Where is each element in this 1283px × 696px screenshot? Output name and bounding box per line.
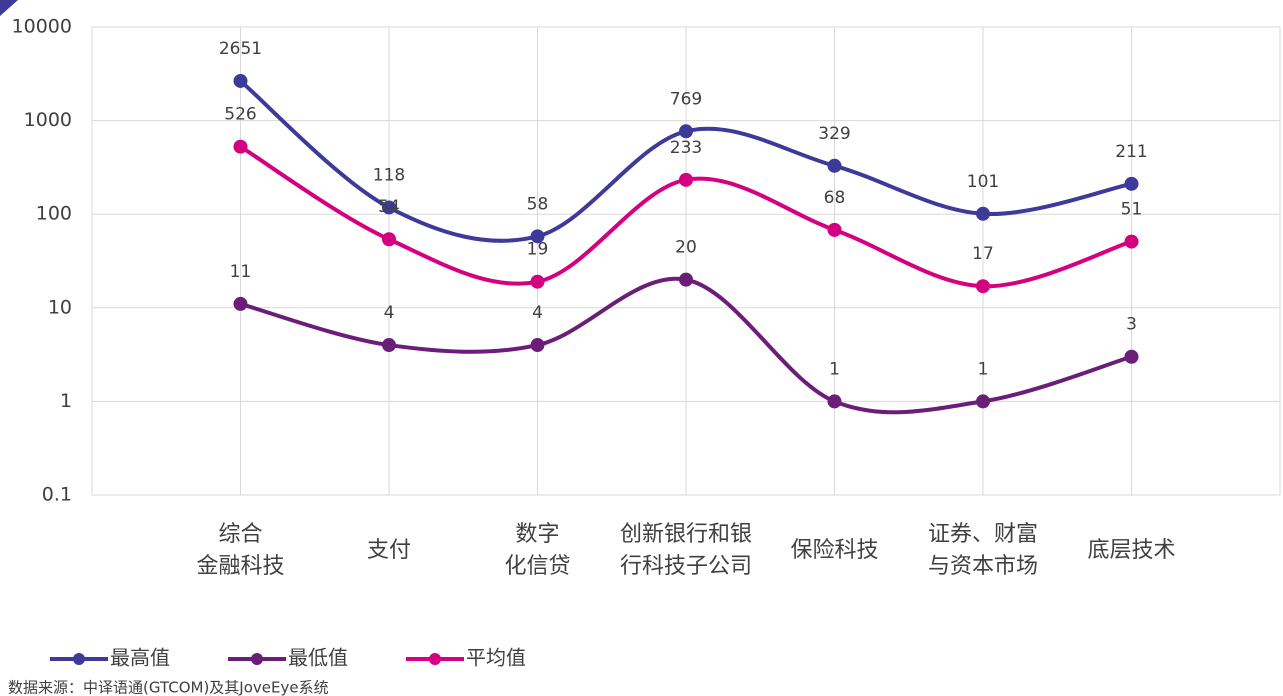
data-point: [679, 272, 693, 287]
data-point: [1124, 234, 1139, 249]
x-tick-label: 保险科技: [790, 538, 878, 563]
x-tick-label: 化信贷: [504, 554, 570, 579]
data-point: [382, 338, 396, 353]
data-label: 101: [967, 172, 999, 192]
x-tick-label: 数字: [515, 522, 559, 547]
data-point: [827, 158, 842, 173]
legend-label: 最低值: [288, 646, 348, 670]
y-tick-label: 10000: [12, 16, 72, 38]
data-label: 20: [675, 238, 697, 258]
x-tick-label: 支付: [367, 538, 411, 563]
legend-marker: [73, 653, 85, 665]
y-tick-label: 1: [60, 390, 72, 412]
data-label: 769: [670, 89, 702, 109]
data-point: [1124, 349, 1139, 364]
data-point: [976, 394, 990, 409]
data-label: 4: [384, 303, 395, 323]
data-label: 1: [978, 359, 989, 379]
corner-decoration: [0, 0, 18, 16]
data-label: 1: [829, 359, 840, 379]
data-label: 211: [1115, 142, 1147, 162]
source-note: 数据来源：中译语通(GTCOM)及其JoveEye系统: [8, 679, 329, 696]
data-label: 3: [1126, 315, 1137, 335]
data-label: 51: [1121, 200, 1143, 220]
legend-label: 平均值: [466, 646, 526, 670]
data-label: 2651: [219, 39, 262, 59]
data-point: [1124, 176, 1139, 191]
legend-label: 最高值: [110, 646, 170, 670]
data-label: 11: [230, 262, 252, 282]
x-tick-label: 金融科技: [196, 554, 284, 579]
x-tick-label: 底层技术: [1087, 538, 1175, 563]
y-tick-label: 0.1: [42, 484, 72, 506]
data-label: 329: [818, 124, 850, 144]
y-tick-label: 1000: [24, 109, 72, 131]
data-point: [233, 139, 248, 154]
data-label: 118: [373, 165, 405, 185]
data-point: [382, 200, 396, 215]
x-tick-label: 综合: [218, 522, 262, 547]
x-tick-label: 证券、财富: [928, 522, 1038, 547]
x-tick-label: 行科技子公司: [620, 554, 752, 579]
y-tick-label: 10: [48, 296, 72, 318]
legend-marker: [251, 653, 263, 665]
data-point: [976, 206, 990, 221]
data-label: 19: [527, 240, 549, 260]
x-tick-label: 与资本市场: [928, 554, 1038, 579]
data-point: [530, 274, 545, 289]
data-label: 17: [972, 244, 994, 264]
data-point: [679, 172, 693, 187]
y-tick-label: 100: [36, 203, 72, 225]
data-point: [233, 296, 248, 311]
data-label: 233: [670, 138, 702, 158]
data-point: [827, 222, 842, 237]
data-label: 68: [824, 188, 846, 208]
data-label: 54: [378, 197, 400, 217]
data-point: [679, 124, 693, 139]
x-tick-label: 创新银行和银: [620, 522, 752, 547]
data-label: 526: [224, 105, 256, 125]
legend-marker: [429, 653, 441, 665]
data-label: 58: [527, 194, 549, 214]
data-point: [530, 229, 545, 244]
data-label: 4: [532, 303, 543, 323]
data-point: [976, 279, 990, 294]
data-point: [382, 232, 396, 247]
data-point: [827, 394, 842, 409]
data-point: [233, 73, 248, 88]
data-point: [530, 338, 545, 353]
